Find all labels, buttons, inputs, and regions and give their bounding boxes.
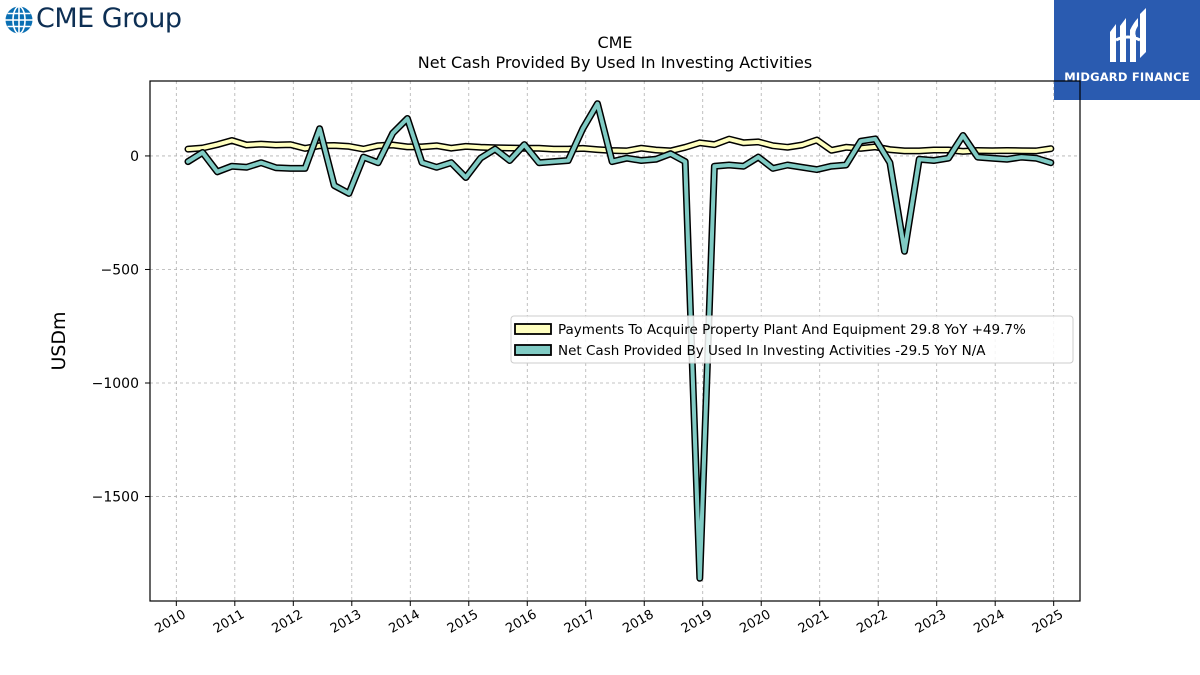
x-tick-label: 2014 bbox=[386, 607, 422, 637]
x-tick-label: 2024 bbox=[971, 607, 1007, 637]
x-tick-label: 2015 bbox=[445, 607, 481, 637]
x-tick-label: 2020 bbox=[737, 607, 773, 637]
legend: Payments To Acquire Property Plant And E… bbox=[510, 315, 1074, 364]
midgard-emblem-icon bbox=[1110, 8, 1146, 62]
x-tick-label: 2017 bbox=[562, 607, 598, 637]
midgard-logo-text: MIDGARD FINANCE bbox=[1064, 70, 1190, 84]
x-tick-label: 2012 bbox=[269, 607, 305, 637]
x-tick-label: 2016 bbox=[503, 607, 539, 637]
x-tick-label: 2023 bbox=[913, 607, 949, 637]
y-tick-label: 0 bbox=[130, 149, 139, 165]
cme-logo-text: CME Group bbox=[36, 3, 182, 34]
legend-swatch-1 bbox=[514, 323, 552, 335]
x-tick-label: 2013 bbox=[328, 607, 364, 637]
x-tick-label: 2011 bbox=[211, 607, 247, 637]
plot-frame bbox=[149, 80, 1081, 602]
y-tick-label: −500 bbox=[101, 262, 139, 278]
cme-group-logo: CME Group bbox=[4, 2, 219, 38]
legend-label-2: Net Cash Provided By Used In Investing A… bbox=[558, 343, 986, 359]
series-line-1 bbox=[186, 137, 1053, 154]
x-tick-label: 2019 bbox=[679, 607, 715, 637]
chart-subtitle: Net Cash Provided By Used In Investing A… bbox=[418, 53, 812, 72]
series-line-2 bbox=[186, 101, 1053, 581]
series-layer bbox=[184, 100, 1055, 582]
y-axis-label: USDm bbox=[48, 311, 70, 370]
midgard-finance-logo: MIDGARD FINANCE bbox=[1054, 0, 1200, 100]
legend-swatch-2 bbox=[514, 344, 552, 356]
legend-label-1: Payments To Acquire Property Plant And E… bbox=[558, 322, 1026, 338]
x-tick-label: 2018 bbox=[620, 607, 656, 637]
x-tick-label: 2022 bbox=[854, 607, 890, 637]
x-tick-label: 2021 bbox=[796, 607, 832, 637]
x-tick-label: 2025 bbox=[1030, 607, 1066, 637]
axis-ticks: 2010 2011 2012 2013 2014 2015 2016 2017 2018 2019… bbox=[92, 149, 1066, 637]
x-tick-label: 2010 bbox=[152, 607, 188, 637]
y-tick-label: −1000 bbox=[92, 376, 139, 392]
chart-title: CME bbox=[597, 33, 632, 52]
globe-icon bbox=[5, 5, 33, 35]
legend-box bbox=[510, 315, 1074, 364]
y-tick-label: −1500 bbox=[92, 490, 139, 506]
